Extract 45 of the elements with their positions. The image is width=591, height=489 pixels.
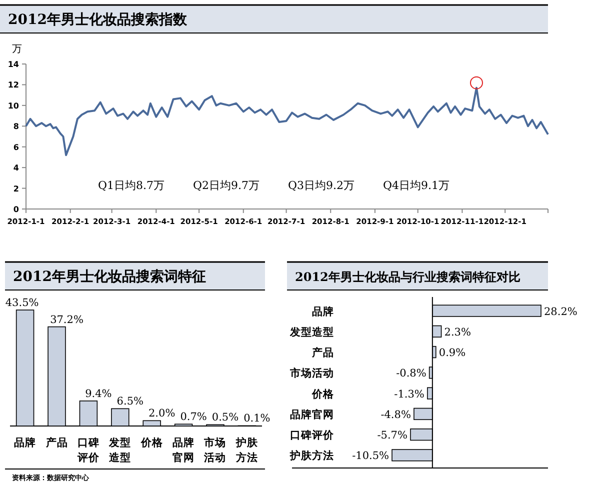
annotation: Q4日均9.1万 [383, 179, 450, 192]
x-tick-label: 口碑评价 [76, 436, 100, 464]
y-tick-label: 产品 [311, 346, 334, 360]
data-label: 6.5% [116, 396, 144, 408]
data-label: 43.5% [5, 297, 39, 309]
data-label: 0.9% [438, 347, 466, 360]
y-tick-label: 价格 [311, 387, 335, 400]
y-tick-label: 品牌 [312, 304, 334, 318]
x-tick-label: 发型造型 [108, 436, 132, 464]
data-label: -5.7% [377, 430, 408, 442]
data-label: 0.1% [244, 412, 270, 425]
y-tick-label: 14 [8, 60, 20, 69]
y-tick-label: 4 [13, 164, 20, 173]
data-label: 37.2% [50, 314, 84, 326]
y-axis-title: 万 [12, 44, 22, 55]
x-tick-label: 价格 [140, 436, 164, 449]
annotation: Q2日均9.7万 [193, 179, 260, 192]
annotation: Q3日均9.2万 [288, 179, 355, 192]
x-tick-label: 产品 [44, 436, 68, 449]
x-tick-label: 护肤方法 [234, 436, 259, 464]
y-tick-label: 0 [13, 205, 20, 214]
chart-title: 2012年男士化妆品搜索指数 [8, 12, 188, 28]
y-tick-label: 8 [13, 122, 20, 132]
data-label: 2.0% [148, 408, 176, 420]
data-label: -1.3% [394, 388, 424, 400]
y-tick-label: 市场活动 [289, 366, 334, 380]
y-tick-label: 12 [8, 80, 19, 90]
data-label: -0.8% [396, 368, 426, 380]
y-tick-label: 发型造型 [289, 325, 334, 338]
data-label: 28.2% [544, 306, 578, 318]
x-tick-label: 市场活动 [203, 436, 226, 464]
data-label: -4.8% [380, 408, 411, 421]
x-tick-label: 品牌官网 [172, 436, 195, 464]
y-tick-label: 品牌官网 [290, 408, 334, 421]
y-tick-label: 2 [13, 184, 19, 194]
y-tick-label: 6 [13, 142, 20, 152]
y-tick-label: 10 [8, 101, 20, 110]
data-label: 0.5% [212, 412, 239, 424]
data-label: 2.3% [444, 326, 471, 338]
data-label: 0.7% [180, 411, 207, 424]
chart-title: 2012年男士化妆品与行业搜索词特征对比 [295, 270, 520, 284]
data-label: -10.5% [352, 450, 390, 462]
data-label: 9.4% [85, 388, 112, 400]
chart-title: 2012年男士化妆品搜索词特征 [13, 269, 206, 285]
annotation: Q1日均8.7万 [98, 179, 165, 192]
